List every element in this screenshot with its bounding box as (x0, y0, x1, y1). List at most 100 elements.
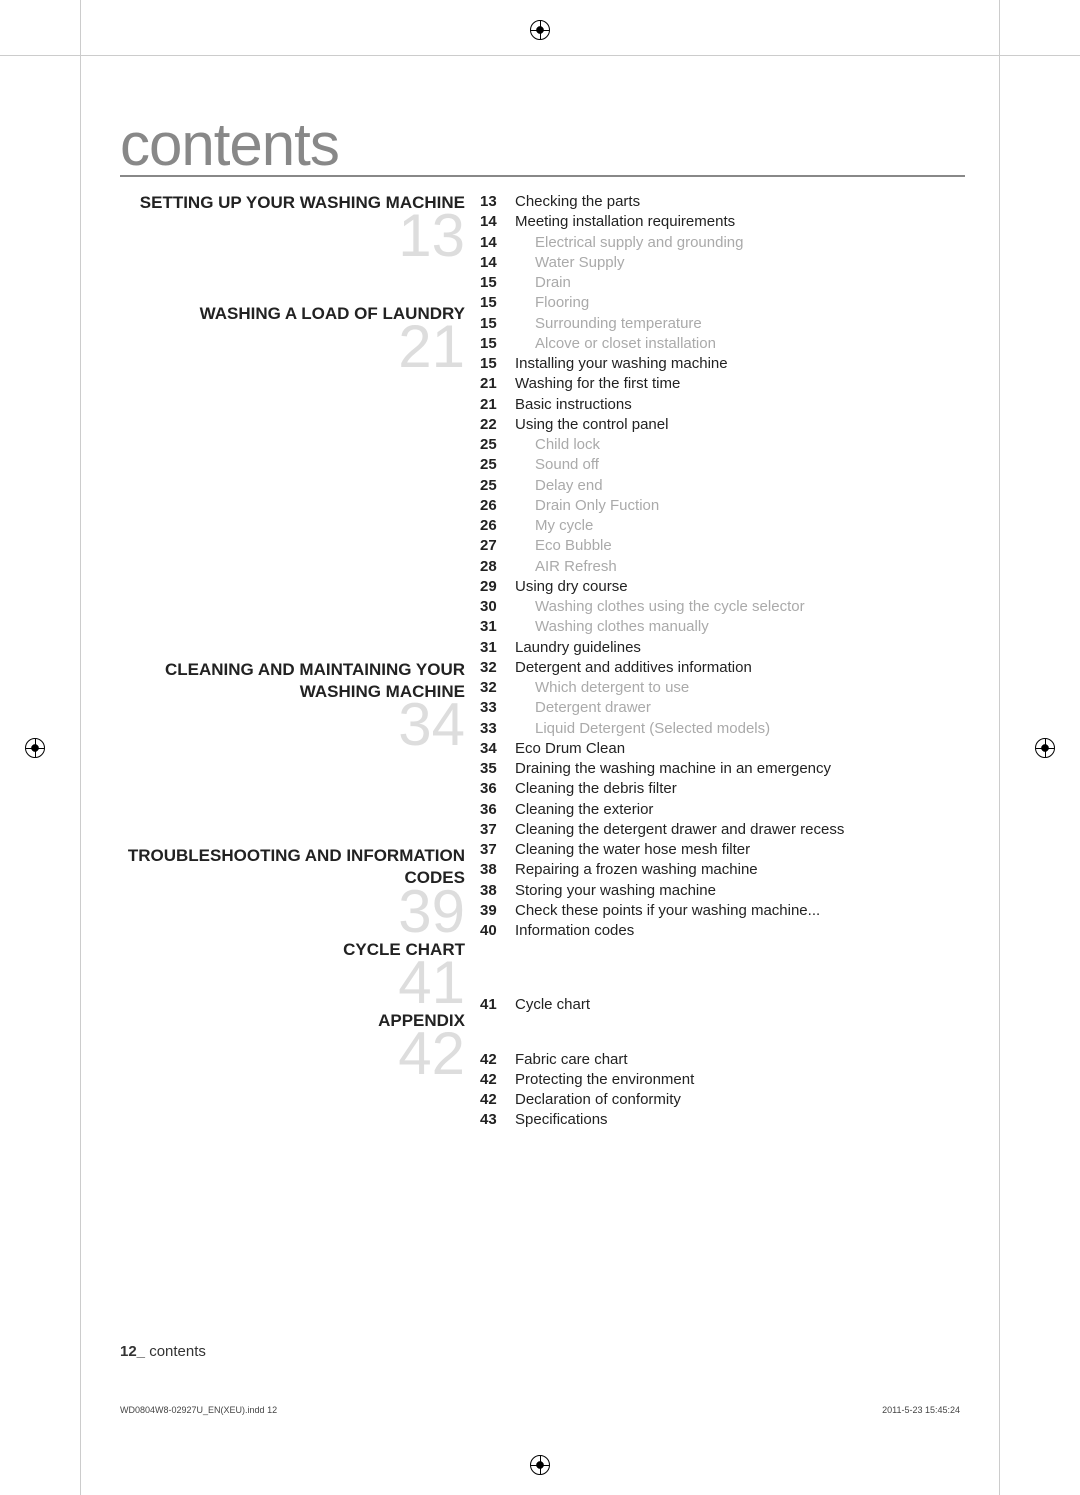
toc-entry-text: Laundry guidelines (515, 638, 965, 658)
toc-line: 42Declaration of conformity (480, 1090, 965, 1110)
footer-filename: WD0804W8-02927U_EN(XEU).indd 12 (120, 1405, 277, 1415)
toc-entry-text: Installing your washing machine (515, 354, 965, 374)
toc-page-number: 13 (480, 192, 515, 212)
toc-line: 40Information codes (480, 921, 965, 941)
toc-entry-text: Cycle chart (515, 995, 965, 1015)
toc-page-number: 15 (480, 273, 515, 293)
section-number: 34 (120, 698, 480, 752)
toc-entry-text: Delay end (515, 476, 965, 496)
toc-entry-text: Draining the washing machine in an emerg… (515, 759, 965, 779)
toc-line: 36Cleaning the debris filter (480, 779, 965, 799)
section-number: 21 (120, 320, 480, 374)
toc-entry-text: Fabric care chart (515, 1050, 965, 1070)
toc-entry-text: Drain Only Fuction (515, 496, 965, 516)
toc-entry-text: AIR Refresh (515, 557, 965, 577)
toc-page-number: 28 (480, 557, 515, 577)
toc-entry-text: Specifications (515, 1110, 965, 1130)
toc-entry-text: Cleaning the exterior (515, 800, 965, 820)
toc-page-number: 42 (480, 1070, 515, 1090)
toc-line: 32Detergent and additives information (480, 658, 965, 678)
toc-line: 27Eco Bubble (480, 536, 965, 556)
toc-line: 14Electrical supply and grounding (480, 233, 965, 253)
toc-page-number: 26 (480, 516, 515, 536)
toc-line: 41Cycle chart (480, 995, 965, 1015)
toc-line: 25Delay end (480, 476, 965, 496)
toc-line: 38Storing your washing machine (480, 881, 965, 901)
registration-mark-left-icon (25, 738, 45, 758)
toc-line: 32Which detergent to use (480, 678, 965, 698)
toc-entry-text: Liquid Detergent (Selected models) (515, 719, 965, 739)
registration-mark-right-icon (1035, 738, 1055, 758)
toc-left-column: SETTING UP YOUR WASHING MACHINE 13 WASHI… (120, 192, 480, 1131)
toc-page-number: 25 (480, 455, 515, 475)
toc-line: 37Cleaning the water hose mesh filter (480, 840, 965, 860)
registration-mark-top-icon (530, 20, 550, 40)
toc-page-number: 37 (480, 820, 515, 840)
toc-page-number: 33 (480, 719, 515, 739)
page-label: contents (145, 1343, 206, 1360)
toc-page-number: 14 (480, 253, 515, 273)
toc-entry-text: Detergent drawer (515, 698, 965, 718)
toc-page-number: 38 (480, 860, 515, 880)
toc-line: 25Sound off (480, 455, 965, 475)
toc-entry-text: Declaration of conformity (515, 1090, 965, 1110)
toc-page-number: 31 (480, 638, 515, 658)
toc-entry-text: Water Supply (515, 253, 965, 273)
toc-page-number: 38 (480, 881, 515, 901)
toc-right-column: 13Checking the parts14Meeting installati… (480, 192, 965, 1131)
toc-line: 28AIR Refresh (480, 557, 965, 577)
toc-line: 15Flooring (480, 293, 965, 313)
toc-line: 36Cleaning the exterior (480, 800, 965, 820)
toc-container: SETTING UP YOUR WASHING MACHINE 13 WASHI… (120, 192, 965, 1131)
toc-line: 42Protecting the environment (480, 1070, 965, 1090)
toc-entry-text: Check these points if your washing machi… (515, 901, 965, 921)
toc-line: 15Surrounding temperature (480, 314, 965, 334)
toc-page-number: 39 (480, 901, 515, 921)
section-number: 13 (120, 209, 480, 263)
toc-line: 31Washing clothes manually (480, 617, 965, 637)
toc-line: 30Washing clothes using the cycle select… (480, 597, 965, 617)
toc-page-number: 25 (480, 476, 515, 496)
toc-page-number: 42 (480, 1090, 515, 1110)
section-heading: SETTING UP YOUR WASHING MACHINE 13 (120, 192, 480, 263)
toc-entry-text: Using the control panel (515, 415, 965, 435)
toc-page-number: 26 (480, 496, 515, 516)
toc-line: 26My cycle (480, 516, 965, 536)
toc-entry-text: Alcove or closet installation (515, 334, 965, 354)
toc-line: 37Cleaning the detergent drawer and draw… (480, 820, 965, 840)
toc-page-number: 15 (480, 354, 515, 374)
toc-page-number: 34 (480, 739, 515, 759)
section-number: 39 (120, 885, 480, 939)
toc-line: 42Fabric care chart (480, 1050, 965, 1070)
section-heading: TROUBLESHOOTING AND INFORMATION CODES 39 (120, 845, 480, 938)
toc-entry-text: Meeting installation requirements (515, 212, 965, 232)
toc-entry-text: Flooring (515, 293, 965, 313)
toc-page-number: 15 (480, 334, 515, 354)
toc-page-number: 14 (480, 212, 515, 232)
toc-entry-text: Cleaning the debris filter (515, 779, 965, 799)
toc-entry-text: Surrounding temperature (515, 314, 965, 334)
toc-page-number: 32 (480, 678, 515, 698)
toc-line: 22Using the control panel (480, 415, 965, 435)
toc-line: 29Using dry course (480, 577, 965, 597)
toc-line: 15Installing your washing machine (480, 354, 965, 374)
toc-line: 21Basic instructions (480, 395, 965, 415)
toc-page-number: 43 (480, 1110, 515, 1130)
section-heading: WASHING A LOAD OF LAUNDRY 21 (120, 303, 480, 374)
toc-entry-text: Storing your washing machine (515, 881, 965, 901)
section-heading: APPENDIX 42 (120, 1010, 480, 1081)
toc-entry-text: Repairing a frozen washing machine (515, 860, 965, 880)
footer-timestamp: 2011-5-23 15:45:24 (882, 1405, 960, 1415)
toc-line: 25Child lock (480, 435, 965, 455)
toc-entry-text: Detergent and additives information (515, 658, 965, 678)
toc-line: 33Detergent drawer (480, 698, 965, 718)
toc-line: 38Repairing a frozen washing machine (480, 860, 965, 880)
toc-entry-text: Basic instructions (515, 395, 965, 415)
toc-page-number: 36 (480, 779, 515, 799)
toc-page-number: 25 (480, 435, 515, 455)
section-heading: CLEANING AND MAINTAINING YOUR WASHING MA… (120, 659, 480, 752)
page-title: contents (120, 115, 965, 177)
toc-page-number: 15 (480, 293, 515, 313)
toc-page-number: 40 (480, 921, 515, 941)
toc-entry-text: Checking the parts (515, 192, 965, 212)
